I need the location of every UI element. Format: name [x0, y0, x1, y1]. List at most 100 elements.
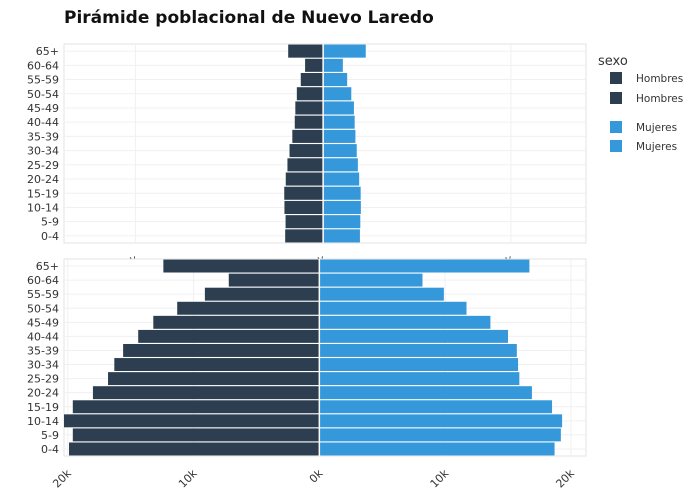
tick-label: 0k: [307, 466, 326, 485]
bar-hombres-30-34[interactable]: [114, 358, 320, 372]
bar-hombres-10-14[interactable]: [284, 200, 324, 215]
bar-mujeres-45-49[interactable]: [319, 315, 491, 329]
bar-hombres-35-39[interactable]: [292, 129, 324, 143]
category-label: 65+: [36, 45, 59, 58]
category-label: 50-54: [27, 88, 59, 101]
legend-label[interactable]: Hombres: [636, 93, 683, 105]
category-label: 20-24: [27, 387, 59, 400]
bar-hombres-0-4[interactable]: [285, 229, 324, 243]
bar-mujeres-10-14[interactable]: [319, 414, 563, 428]
bar-mujeres-25-29[interactable]: [323, 158, 358, 172]
bar-mujeres-30-34[interactable]: [323, 144, 357, 158]
bar-mujeres-0-4[interactable]: [319, 442, 555, 456]
legend-swatch[interactable]: [610, 121, 622, 133]
bar-hombres-20-24[interactable]: [92, 386, 320, 400]
bar-mujeres-55-59[interactable]: [319, 287, 444, 301]
bar-mujeres-50-54[interactable]: [323, 87, 352, 101]
category-label: 40-44: [27, 330, 59, 343]
legend-label[interactable]: Hombres: [636, 73, 683, 85]
category-label: 25-29: [27, 159, 59, 172]
tick-label: 20k: [553, 466, 577, 490]
bar-mujeres-35-39[interactable]: [319, 343, 517, 357]
category-label: 30-34: [27, 359, 59, 372]
bar-mujeres-60-64[interactable]: [323, 58, 343, 72]
bar-hombres-60-64[interactable]: [228, 273, 320, 287]
bar-mujeres-30-34[interactable]: [319, 358, 519, 372]
category-label: 5-9: [41, 216, 59, 229]
bar-hombres-5-9[interactable]: [285, 215, 324, 229]
category-label: 45-49: [27, 102, 59, 115]
bar-mujeres-10-14[interactable]: [323, 200, 361, 215]
bar-mujeres-50-54[interactable]: [319, 301, 467, 315]
category-label: 25-29: [27, 373, 59, 386]
category-label: 0-4: [41, 230, 59, 243]
bar-hombres-25-29[interactable]: [108, 372, 320, 386]
bar-mujeres-65+[interactable]: [323, 44, 366, 58]
legend-swatch[interactable]: [610, 92, 622, 104]
bar-hombres-0-4[interactable]: [69, 442, 320, 456]
bar-mujeres-40-44[interactable]: [319, 329, 509, 343]
category-label: 35-39: [27, 344, 59, 357]
tick-label: 20k: [50, 466, 74, 490]
bar-mujeres-25-29[interactable]: [319, 372, 520, 386]
bar-mujeres-15-19[interactable]: [323, 186, 361, 200]
legend-title: sexo: [598, 54, 628, 69]
legend-swatch[interactable]: [610, 72, 622, 84]
bar-hombres-55-59[interactable]: [300, 72, 324, 87]
category-label: 55-59: [27, 288, 59, 301]
bar-mujeres-60-64[interactable]: [319, 273, 423, 287]
bar-hombres-10-14[interactable]: [64, 414, 320, 428]
bar-mujeres-40-44[interactable]: [323, 115, 355, 129]
category-label: 10-14: [27, 415, 59, 428]
bar-hombres-50-54[interactable]: [296, 87, 324, 101]
bar-mujeres-20-24[interactable]: [319, 386, 532, 400]
category-label: 30-34: [27, 145, 59, 158]
bar-hombres-40-44[interactable]: [294, 115, 324, 129]
bar-hombres-65+[interactable]: [163, 259, 320, 273]
category-label: 55-59: [27, 74, 59, 87]
bar-hombres-60-64[interactable]: [305, 58, 324, 72]
category-label: 60-64: [27, 274, 59, 287]
bar-hombres-35-39[interactable]: [123, 343, 320, 357]
category-label: 20-24: [27, 173, 59, 186]
bar-mujeres-35-39[interactable]: [323, 129, 356, 143]
bar-hombres-65+[interactable]: [288, 44, 324, 58]
category-label: 5-9: [41, 429, 59, 442]
bar-hombres-5-9[interactable]: [72, 428, 320, 442]
bar-hombres-45-49[interactable]: [295, 101, 324, 115]
category-label: 0-4: [41, 443, 59, 456]
legend-label[interactable]: Mujeres: [636, 141, 677, 153]
bar-hombres-30-34[interactable]: [289, 144, 324, 158]
bar-hombres-15-19[interactable]: [284, 186, 324, 200]
legend-swatch[interactable]: [610, 140, 622, 152]
bar-mujeres-5-9[interactable]: [319, 428, 561, 442]
legend[interactable]: sexo Hombres Hombres Mujeres Mujeres: [598, 54, 683, 153]
chart-title: Pirámide poblacional de Nuevo Laredo: [64, 8, 434, 28]
category-label: 45-49: [27, 316, 59, 329]
bar-mujeres-5-9[interactable]: [323, 215, 361, 229]
tick-label: 10k: [176, 466, 200, 490]
bar-hombres-15-19[interactable]: [72, 400, 320, 414]
bar-hombres-50-54[interactable]: [177, 301, 320, 315]
bar-mujeres-65+[interactable]: [319, 259, 530, 273]
category-label: 10-14: [27, 201, 59, 214]
bar-hombres-40-44[interactable]: [138, 329, 320, 343]
category-label: 15-19: [27, 187, 59, 200]
tick-label: 10k: [428, 466, 452, 490]
category-label: 65+: [36, 260, 59, 273]
legend-label[interactable]: Mujeres: [636, 122, 677, 134]
bar-mujeres-20-24[interactable]: [323, 172, 360, 186]
bar-mujeres-55-59[interactable]: [323, 72, 348, 87]
category-label: 50-54: [27, 302, 59, 315]
bar-mujeres-0-4[interactable]: [323, 229, 360, 243]
bar-mujeres-45-49[interactable]: [323, 101, 354, 115]
bar-mujeres-15-19[interactable]: [319, 400, 553, 414]
bar-hombres-55-59[interactable]: [204, 287, 320, 301]
bar-hombres-45-49[interactable]: [153, 315, 320, 329]
category-label: 40-44: [27, 116, 59, 129]
bar-hombres-20-24[interactable]: [285, 172, 324, 186]
bar-hombres-25-29[interactable]: [287, 158, 324, 172]
